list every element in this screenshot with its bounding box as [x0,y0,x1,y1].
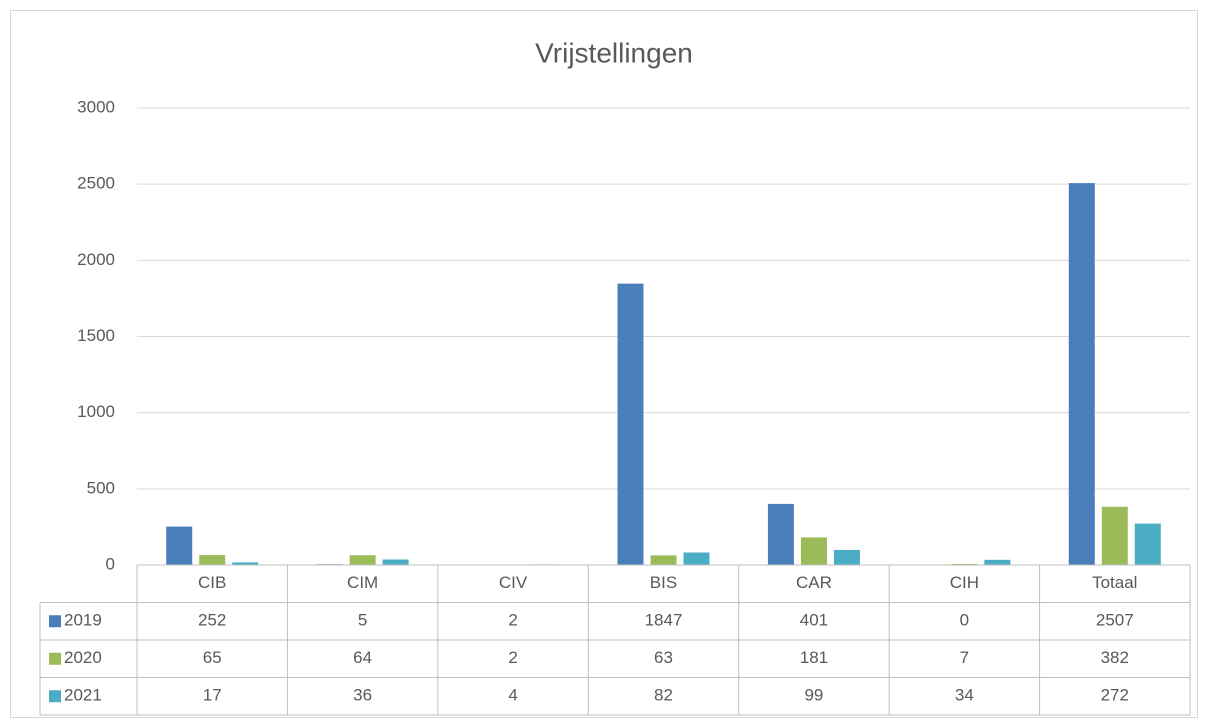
x-tick-label: CIM [347,573,378,592]
y-tick-label: 3000 [77,97,115,116]
bar [1101,506,1128,565]
bar [984,559,1011,565]
bar [382,559,409,565]
x-tick-label: Totaal [1092,573,1137,592]
table-value: 2507 [1096,611,1134,630]
bar [166,526,193,565]
y-tick-label: 0 [106,554,115,573]
table-value: 382 [1101,648,1129,667]
table-value: 401 [800,611,828,630]
chart-title: Vrijstellingen [535,37,693,68]
x-tick-label: CIH [950,573,979,592]
table-value: 252 [198,611,226,630]
table-value: 1847 [645,611,683,630]
x-tick-label: CIB [198,573,226,592]
table-value: 64 [353,648,372,667]
bar [232,562,259,565]
legend-swatch [49,690,61,703]
table-value: 5 [358,611,367,630]
y-tick-label: 1000 [77,402,115,421]
table-value: 34 [955,686,974,705]
legend-swatch [49,652,61,665]
table-value: 0 [960,611,969,630]
chart-frame [10,10,1198,718]
bar [800,537,827,565]
table-value: 65 [203,648,222,667]
bar [650,555,677,565]
legend-label: 2020 [64,648,102,667]
bar [617,283,644,565]
x-tick-label: CAR [796,573,832,592]
table-value: 82 [654,686,673,705]
bar [1068,183,1095,565]
table-value: 99 [804,686,823,705]
bar [951,563,978,565]
y-tick-label: 1500 [77,326,115,345]
legend-label: 2021 [64,686,102,705]
table-value: 181 [800,648,828,667]
table-value: 272 [1101,686,1129,705]
bar [767,503,794,565]
bar [1134,523,1161,565]
legend-label: 2019 [64,611,102,630]
bar [833,549,860,565]
legend-swatch [49,615,61,628]
table-value: 17 [203,686,222,705]
y-tick-label: 2500 [77,174,115,193]
table-value: 2 [508,611,517,630]
table-value: 4 [508,686,517,705]
table-value: 36 [353,686,372,705]
y-tick-label: 2000 [77,250,115,269]
x-tick-label: BIS [650,573,677,592]
bar [683,552,710,565]
x-tick-label: CIV [499,573,528,592]
bar [349,555,376,565]
table-value: 63 [654,648,673,667]
y-tick-label: 500 [87,478,115,497]
table-value: 2 [508,648,517,667]
table-value: 7 [960,648,969,667]
bar [199,555,226,565]
